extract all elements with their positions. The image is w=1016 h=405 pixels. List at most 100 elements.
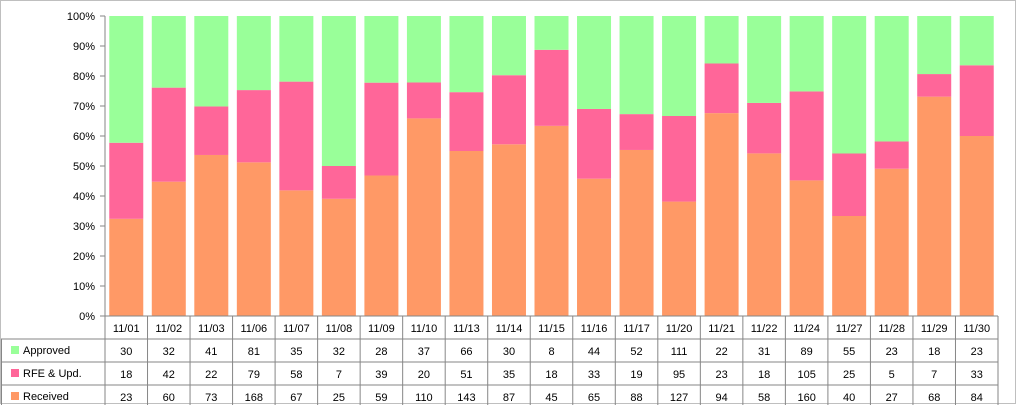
bar-rfe-upd	[321, 166, 356, 199]
table-cell-value: 7	[931, 369, 937, 381]
category-label: 11/13	[453, 323, 480, 335]
table-cell-value: 18	[120, 369, 132, 381]
bar-approved	[194, 16, 229, 107]
table-cell-value: 52	[630, 346, 642, 358]
bar-rfe-upd	[534, 49, 569, 126]
table-cell-value: 67	[290, 392, 302, 404]
bar-received	[194, 154, 229, 316]
y-tick-label: 80%	[73, 71, 95, 83]
legend-key	[11, 392, 19, 400]
bar-received	[619, 149, 654, 316]
category-label: 11/27	[836, 323, 863, 335]
bar-received	[917, 96, 952, 316]
category-label: 11/15	[538, 323, 565, 335]
table-cell-value: 18	[758, 369, 770, 381]
bar-rfe-upd	[789, 91, 824, 181]
table-cell-value: 59	[375, 392, 387, 404]
bar-rfe-upd	[577, 108, 612, 179]
table-cell-value: 25	[333, 392, 345, 404]
y-tick-label: 20%	[73, 251, 95, 263]
bar-received	[109, 218, 144, 316]
table-cell-value: 27	[886, 392, 898, 404]
bar-rfe-upd	[151, 87, 186, 182]
table-cell-value: 5	[889, 369, 895, 381]
table-cell-value: 30	[503, 346, 515, 358]
table-cell-value: 22	[205, 369, 217, 381]
bar-approved	[491, 16, 526, 76]
bar-approved	[747, 16, 782, 103]
table-cell-value: 42	[163, 369, 175, 381]
bar-rfe-upd	[874, 141, 909, 169]
table-cell-value: 127	[670, 392, 688, 404]
table-cell-value: 110	[415, 392, 433, 404]
category-label: 11/06	[240, 323, 267, 335]
y-tick-label: 40%	[73, 191, 95, 203]
bar-rfe-upd	[491, 75, 526, 145]
table-cell-value: 168	[245, 392, 263, 404]
table-cell-value: 7	[336, 369, 342, 381]
bar-approved	[832, 16, 867, 154]
table-cell-value: 44	[588, 346, 600, 358]
table-cell-value: 25	[843, 369, 855, 381]
table-cell-value: 105	[797, 369, 815, 381]
category-label: 11/09	[368, 323, 395, 335]
bar-approved	[321, 16, 356, 166]
bar-approved	[959, 16, 994, 66]
bar-approved	[917, 16, 952, 75]
legend-label: Received	[23, 391, 69, 403]
bar-rfe-upd	[704, 63, 739, 114]
table-cell-value: 30	[120, 346, 132, 358]
bar-approved	[789, 16, 824, 92]
bar-received	[364, 175, 399, 316]
table-cell-value: 84	[971, 392, 983, 404]
table-cell-value: 160	[797, 392, 815, 404]
category-label: 11/21	[708, 323, 735, 335]
bar-received	[321, 198, 356, 316]
bar-rfe-upd	[236, 90, 271, 163]
table-cell-value: 33	[588, 369, 600, 381]
bar-rfe-upd	[619, 114, 654, 150]
category-label: 11/22	[751, 323, 778, 335]
table-cell-value: 58	[758, 392, 770, 404]
table-cell-value: 40	[843, 392, 855, 404]
y-tick-label: 100%	[67, 11, 95, 23]
table-cell-value: 23	[120, 392, 132, 404]
bar-approved	[151, 16, 186, 88]
table-cell-value: 28	[375, 346, 387, 358]
bar-rfe-upd	[917, 74, 952, 97]
category-label: 11/16	[581, 323, 608, 335]
table-cell-value: 79	[248, 369, 260, 381]
bar-received	[151, 181, 186, 316]
legend-key	[11, 346, 19, 354]
category-label: 11/29	[921, 323, 948, 335]
bar-approved	[236, 16, 271, 91]
table-cell-value: 65	[588, 392, 600, 404]
table-cell-value: 89	[801, 346, 813, 358]
table-cell-value: 19	[630, 369, 642, 381]
category-label: 11/28	[878, 323, 905, 335]
table-cell-value: 45	[545, 392, 557, 404]
table-cell-value: 23	[715, 369, 727, 381]
bar-approved	[109, 16, 144, 143]
table-cell-value: 87	[503, 392, 515, 404]
y-tick-label: 10%	[73, 281, 95, 293]
table-cell-value: 94	[715, 392, 727, 404]
bar-received	[406, 118, 441, 317]
bar-rfe-upd	[662, 116, 697, 202]
table-cell-value: 18	[545, 369, 557, 381]
table-cell-value: 33	[971, 369, 983, 381]
table-cell-value: 35	[290, 346, 302, 358]
legend-label: Approved	[23, 345, 70, 357]
bar-received	[236, 162, 271, 316]
bar-received	[449, 151, 484, 316]
table-cell-value: 37	[418, 346, 430, 358]
y-tick-label: 0%	[79, 311, 95, 323]
category-label: 11/10	[411, 323, 438, 335]
category-label: 11/01	[113, 323, 140, 335]
table-cell-value: 68	[928, 392, 940, 404]
category-label: 11/30	[963, 323, 990, 335]
table-cell-value: 73	[205, 392, 217, 404]
bar-received	[874, 168, 909, 316]
bar-approved	[704, 16, 739, 64]
